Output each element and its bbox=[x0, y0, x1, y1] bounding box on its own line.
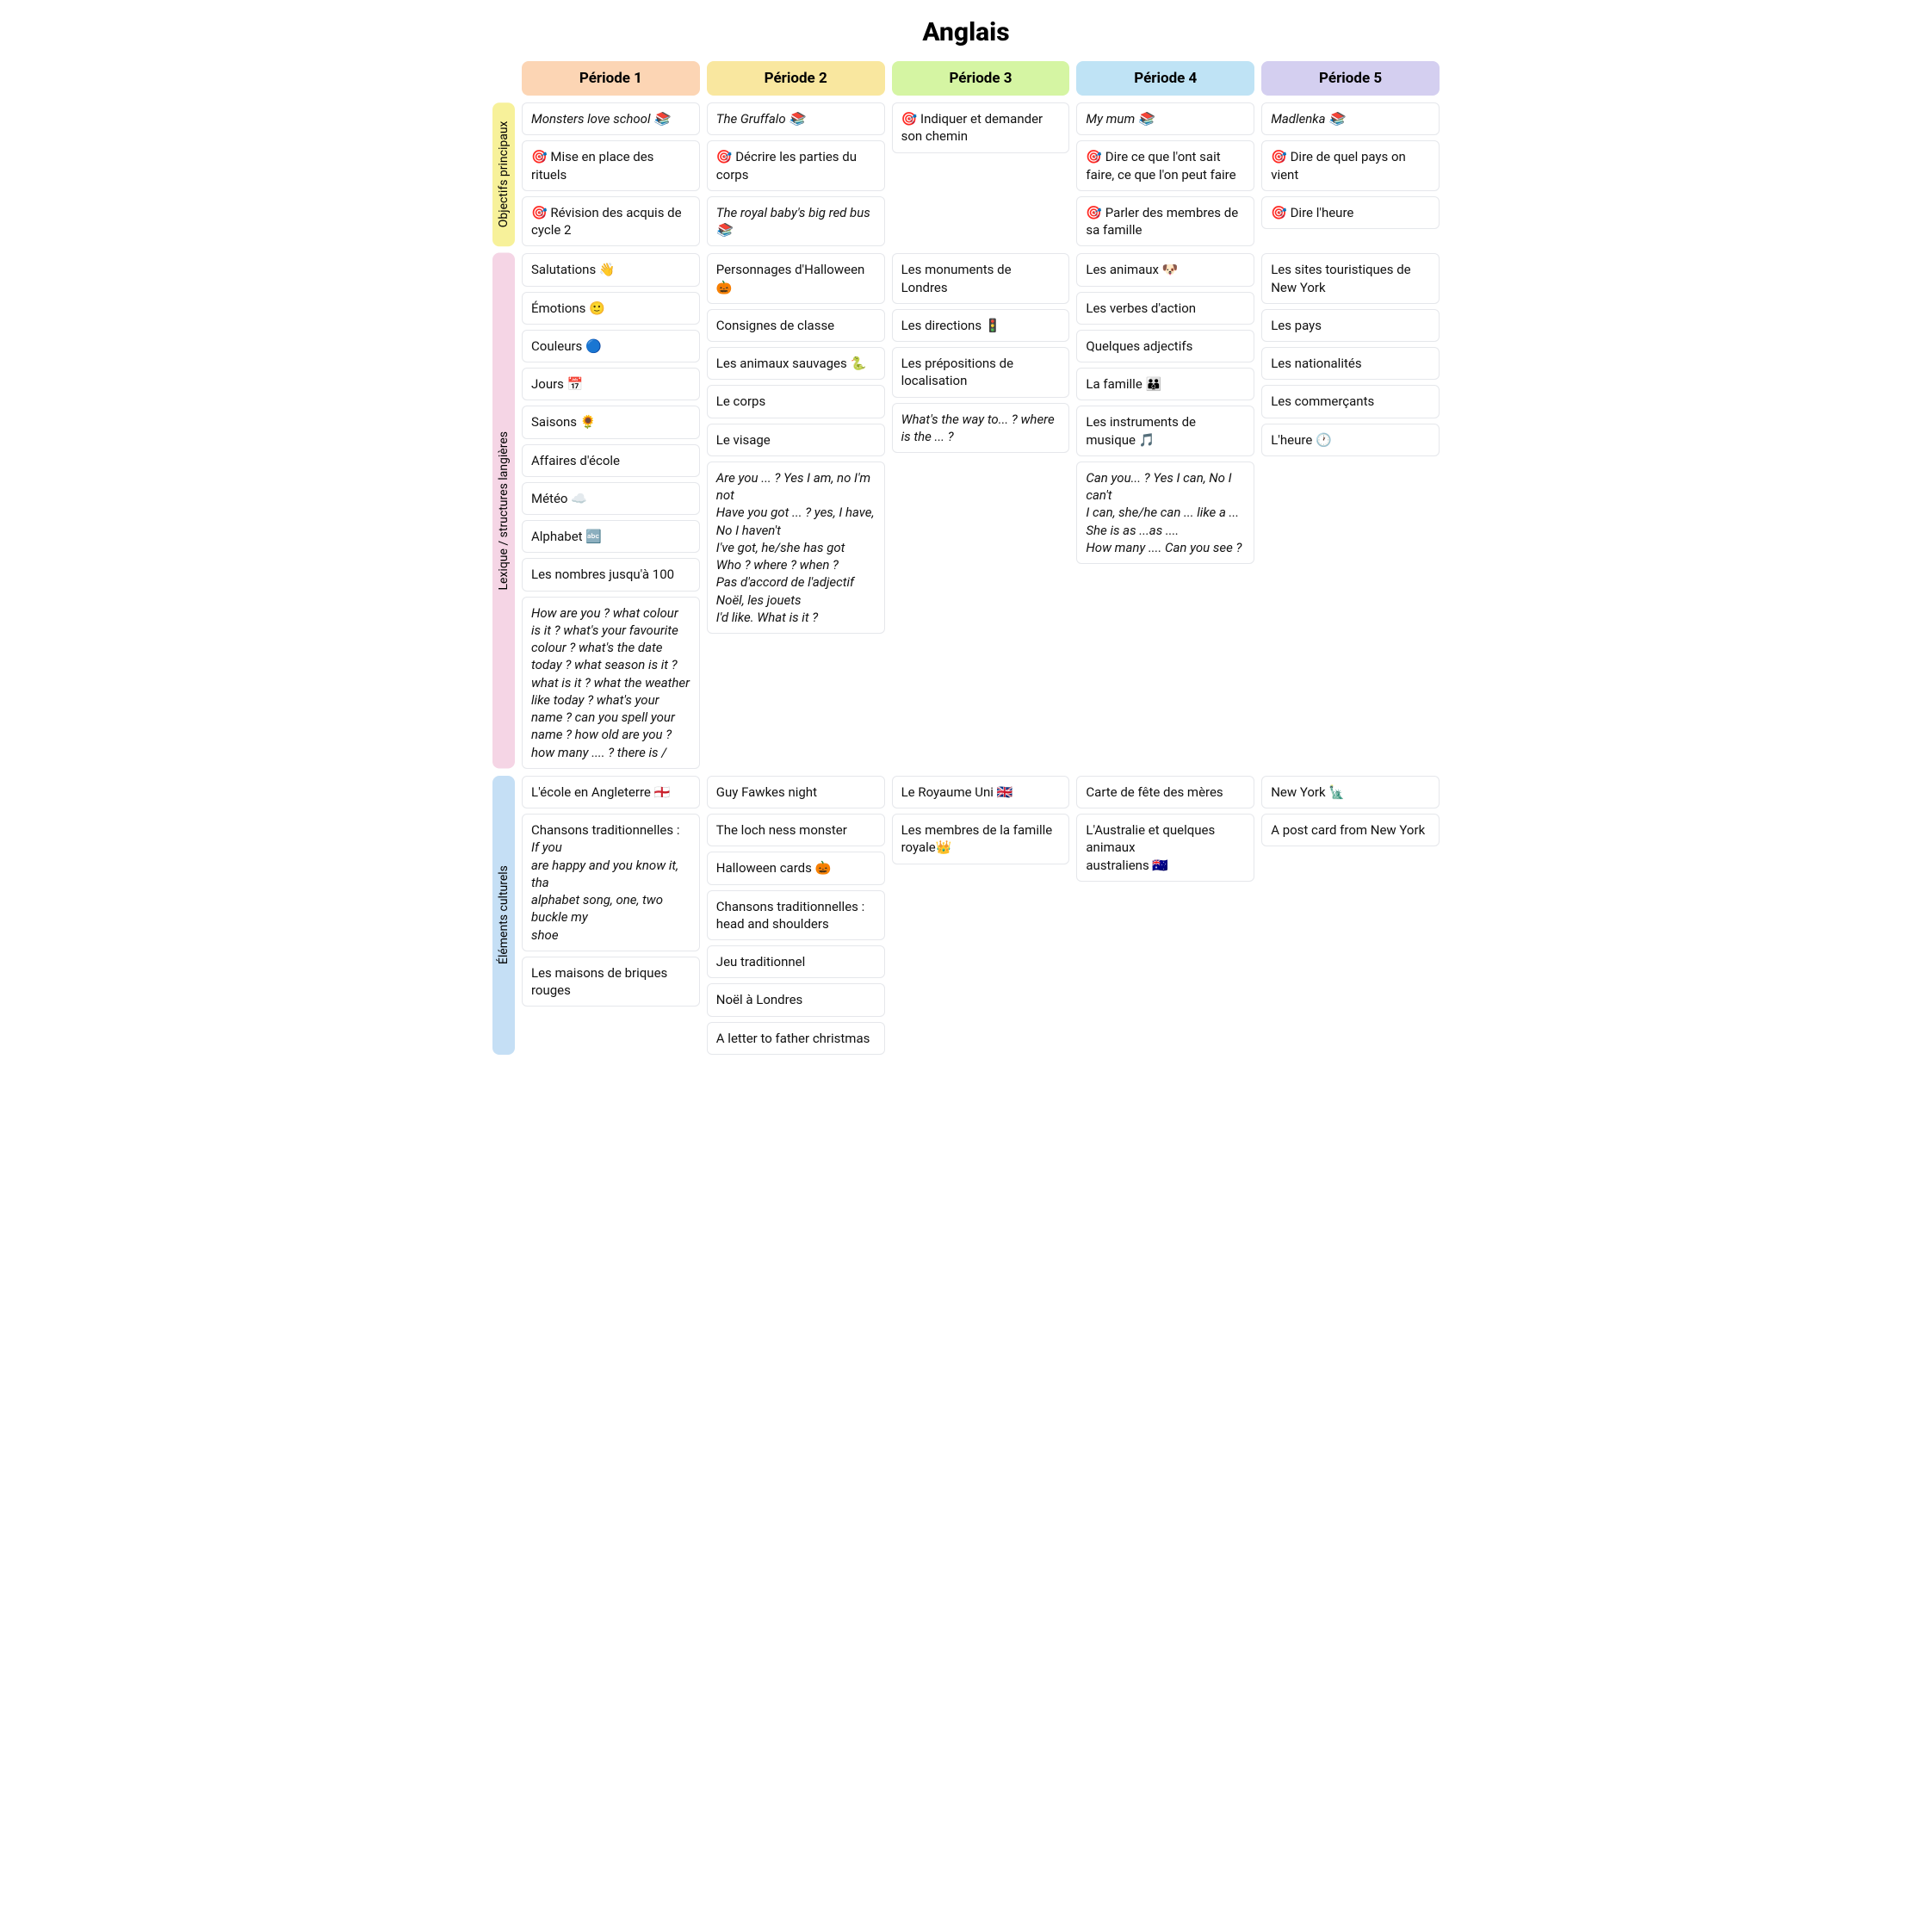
section-label-objectives: Objectifs principaux bbox=[492, 102, 515, 246]
content-card: Les membres de la famille royale👑 bbox=[892, 814, 1070, 864]
content-card: 🎯 Dire l'heure bbox=[1261, 196, 1440, 229]
period-header-1: Période 1 bbox=[522, 61, 700, 96]
content-card: A post card from New York bbox=[1261, 814, 1440, 846]
content-card: Les prépositions de localisation bbox=[892, 347, 1070, 398]
content-card: Madlenka 📚 bbox=[1261, 102, 1440, 135]
content-card: Saisons 🌻 bbox=[522, 406, 700, 438]
section-label-culture: Éléments culturels bbox=[492, 776, 515, 1055]
content-card: Les animaux 🐶 bbox=[1076, 253, 1254, 286]
content-card: 🎯 Indiquer et demander son chemin bbox=[892, 102, 1070, 153]
period-header-4: Période 4 bbox=[1076, 61, 1254, 96]
section-objectives: Objectifs principaux Monsters love schoo… bbox=[492, 102, 1440, 246]
culture-col-1: L'école en Angleterre 🏴󠁧󠁢󠁥󠁮󠁧󠁿 Chansons tr… bbox=[522, 776, 700, 1055]
culture-col-3: Le Royaume Uni 🇬🇧 Les membres de la famil… bbox=[892, 776, 1070, 1055]
content-card: Affaires d'école bbox=[522, 444, 700, 477]
lexique-col-1: Salutations 👋 Émotions 🙂 Couleurs 🔵 Jours 📅… bbox=[522, 253, 700, 769]
content-card: Les commerçants bbox=[1261, 385, 1440, 418]
content-card: Salutations 👋 bbox=[522, 253, 700, 286]
objectives-col-5: Madlenka 📚 🎯 Dire de quel pays on vient 🎯 … bbox=[1261, 102, 1440, 246]
content-card: 🎯 Décrire les parties du corps bbox=[707, 140, 885, 191]
content-card: Le corps bbox=[707, 385, 885, 418]
content-card: My mum 📚 bbox=[1076, 102, 1254, 135]
content-card: Alphabet 🔤 bbox=[522, 520, 700, 553]
period-header-2: Période 2 bbox=[707, 61, 885, 96]
content-card: L'heure 🕐 bbox=[1261, 424, 1440, 456]
period-header-3: Période 3 bbox=[892, 61, 1070, 96]
objectives-col-2: The Gruffalo 📚 🎯 Décrire les parties du c… bbox=[707, 102, 885, 246]
content-card: Chansons traditionnelles : If you are ha… bbox=[522, 814, 700, 951]
content-card: Les pays bbox=[1261, 309, 1440, 342]
period-header-5: Période 5 bbox=[1261, 61, 1440, 96]
content-card: Les directions 🚦 bbox=[892, 309, 1070, 342]
content-card: Carte de fête des mères bbox=[1076, 776, 1254, 808]
content-card: L'école en Angleterre 🏴󠁧󠁢󠁥󠁮󠁧󠁿 bbox=[522, 776, 700, 808]
content-card: 🎯 Dire de quel pays on vient bbox=[1261, 140, 1440, 191]
content-card: Monsters love school 📚 bbox=[522, 102, 700, 135]
content-card: The loch ness monster bbox=[707, 814, 885, 846]
content-card: Le Royaume Uni 🇬🇧 bbox=[892, 776, 1070, 808]
content-card: Les monuments de Londres bbox=[892, 253, 1070, 304]
content-card: The Gruffalo 📚 bbox=[707, 102, 885, 135]
objectives-col-4: My mum 📚 🎯 Dire ce que l'ont sait faire, … bbox=[1076, 102, 1254, 246]
period-header-row: Période 1 Période 2 Période 3 Période 4 … bbox=[492, 61, 1440, 96]
objectives-col-3: 🎯 Indiquer et demander son chemin bbox=[892, 102, 1070, 246]
content-card: 🎯 Parler des membres de sa famille bbox=[1076, 196, 1254, 247]
content-card: La famille 👪 bbox=[1076, 368, 1254, 400]
section-label-lexique: Lexique / structures langières bbox=[492, 253, 515, 769]
content-card: 🎯 Mise en place des rituels bbox=[522, 140, 700, 191]
content-card: Noël à Londres bbox=[707, 983, 885, 1016]
content-card: What's the way to... ? where is the ... … bbox=[892, 403, 1070, 454]
content-card: Les animaux sauvages 🐍 bbox=[707, 347, 885, 380]
objectives-col-1: Monsters love school 📚 🎯 Mise en place de… bbox=[522, 102, 700, 246]
content-card: Météo ☁️ bbox=[522, 482, 700, 515]
content-card: Émotions 🙂 bbox=[522, 292, 700, 325]
section-culture: Éléments culturels L'école en Angleterre… bbox=[492, 776, 1440, 1055]
lexique-col-3: Les monuments de Londres Les directions 🚦… bbox=[892, 253, 1070, 769]
content-card: Le visage bbox=[707, 424, 885, 456]
lexique-col-4: Les animaux 🐶 Les verbes d'action Quelques… bbox=[1076, 253, 1254, 769]
content-card: Les instruments de musique 🎵 bbox=[1076, 406, 1254, 456]
content-card: Jeu traditionnel bbox=[707, 945, 885, 978]
content-card: A letter to father christmas bbox=[707, 1022, 885, 1055]
content-card: The royal baby's big red bus 📚 bbox=[707, 196, 885, 247]
content-card: Couleurs 🔵 bbox=[522, 330, 700, 362]
culture-col-5: New York 🗽 A post card from New York bbox=[1261, 776, 1440, 1055]
content-card: Les verbes d'action bbox=[1076, 292, 1254, 325]
content-card: Chansons traditionnelles : head and shou… bbox=[707, 890, 885, 941]
content-card: L'Australie et quelques animaux australi… bbox=[1076, 814, 1254, 882]
content-card: 🎯 Révision des acquis de cycle 2 bbox=[522, 196, 700, 247]
section-lexique: Lexique / structures langières Salutatio… bbox=[492, 253, 1440, 769]
content-card: Quelques adjectifs bbox=[1076, 330, 1254, 362]
page-title: Anglais bbox=[492, 17, 1440, 47]
lexique-col-5: Les sites touristiques de New York Les pa… bbox=[1261, 253, 1440, 769]
content-card: How are you ? what colour is it ? what's… bbox=[522, 597, 700, 769]
lexique-col-2: Personnages d'Halloween 🎃 Consignes de cl… bbox=[707, 253, 885, 769]
content-card: Personnages d'Halloween 🎃 bbox=[707, 253, 885, 304]
content-card: Jours 📅 bbox=[522, 368, 700, 400]
content-card: New York 🗽 bbox=[1261, 776, 1440, 808]
culture-col-4: Carte de fête des mères L'Australie et qu… bbox=[1076, 776, 1254, 1055]
content-card: Can you... ? Yes I can, No I can't I can… bbox=[1076, 462, 1254, 564]
content-card: Les sites touristiques de New York bbox=[1261, 253, 1440, 304]
content-card: Les maisons de briques rouges bbox=[522, 957, 700, 1007]
content-card: Les nombres jusqu'à 100 bbox=[522, 558, 700, 591]
content-card: Guy Fawkes night bbox=[707, 776, 885, 808]
content-card: Are you ... ? Yes I am, no I'm not Have … bbox=[707, 462, 885, 634]
content-card: Les nationalités bbox=[1261, 347, 1440, 380]
content-card: Consignes de classe bbox=[707, 309, 885, 342]
content-card: 🎯 Dire ce que l'ont sait faire, ce que l… bbox=[1076, 140, 1254, 191]
culture-col-2: Guy Fawkes night The loch ness monster Hal… bbox=[707, 776, 885, 1055]
content-card: Halloween cards 🎃 bbox=[707, 852, 885, 884]
